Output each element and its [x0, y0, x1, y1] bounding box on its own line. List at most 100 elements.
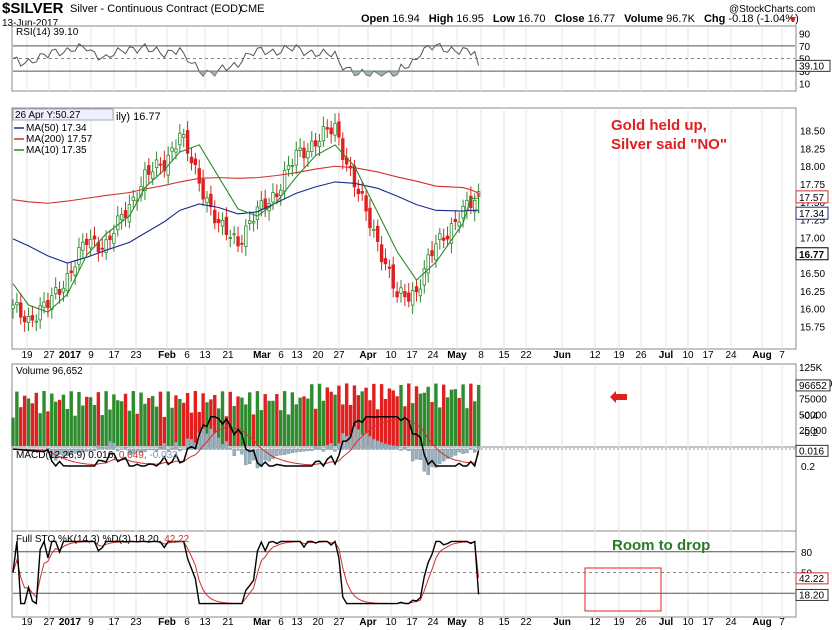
macd-hist-13: [61, 448, 66, 458]
macd-hist-99: [395, 446, 399, 450]
x-label-1-6: Feb: [158, 617, 176, 628]
high-label: High: [429, 13, 454, 25]
x-label-0-19: May: [447, 350, 467, 361]
candle-body-9: [46, 299, 50, 309]
volume-bar-42: [174, 395, 178, 446]
candle-body-24: [104, 239, 108, 253]
candle-body-48: [197, 168, 201, 184]
candle-body-93: [372, 228, 376, 231]
candle-body-5: [30, 315, 35, 321]
volume-tick-0: 125K: [799, 363, 823, 374]
x-label-1-18: 24: [427, 617, 439, 628]
volume-bar-120: [476, 384, 481, 446]
x-label-1-11: 6: [278, 617, 284, 628]
volume-bar-73: [294, 404, 298, 446]
candle-body-111: [441, 237, 446, 241]
volume-bar-94: [376, 409, 380, 446]
volume-bar-35: [147, 398, 151, 446]
candle-body-112: [445, 235, 450, 240]
volume-bar-61: [247, 392, 252, 446]
macd-hist-105: [418, 448, 423, 461]
candle-body-77: [310, 140, 314, 152]
candle-body-68: [275, 193, 279, 198]
x-label-1-25: 19: [613, 617, 625, 628]
candle-body-91: [364, 195, 368, 212]
candle-body-41: [170, 147, 174, 152]
candle-body-27: [116, 215, 120, 231]
macd-hist-120: [476, 445, 481, 450]
x-label-0-6: Feb: [158, 350, 176, 361]
macd-hist-119: [473, 448, 477, 453]
macd-label-signal: 0.049,: [119, 450, 147, 461]
candle-body-59: [240, 242, 244, 245]
rsi-line: [12, 42, 480, 77]
x-label-1-14: 27: [333, 617, 345, 628]
macd-hist-27: [116, 448, 120, 452]
hover-box: [12, 108, 114, 121]
macd-hist-83: [333, 448, 337, 452]
volume-tick-2: 75000: [799, 395, 827, 406]
volume-bar-80: [321, 400, 326, 446]
macd-hist-46: [189, 439, 194, 450]
sto-tick-80: 80: [801, 548, 813, 559]
price-tick-2: 18.00: [800, 162, 825, 173]
close-label: Close: [555, 13, 585, 25]
macd-hist-57: [232, 448, 236, 457]
candle-body-96: [383, 258, 388, 265]
macd-hist-56: [228, 448, 232, 450]
macd-hist-86: [344, 436, 349, 450]
annotation-line2: Silver said "NO": [611, 136, 727, 153]
volume-bar-72: [290, 392, 295, 446]
candle-body-47: [193, 158, 198, 166]
macd-hist-18: [81, 448, 85, 453]
volume-bar-85: [341, 404, 345, 446]
macd-tick-0: 0.2: [801, 462, 815, 473]
volume-bar-8: [42, 391, 46, 446]
volume-bar-4: [26, 398, 31, 446]
candle-body-52: [213, 209, 217, 224]
low-label: Low: [493, 13, 515, 25]
candle-body-99: [395, 291, 399, 298]
volume-bar-30: [127, 410, 132, 446]
macd-hist-16: [73, 448, 77, 454]
candle-body-102: [407, 292, 411, 302]
macd-hist-49: [201, 428, 205, 450]
candle-body-115: [457, 221, 461, 227]
macd-hist-51: [209, 428, 213, 450]
macd-hist-69: [279, 448, 283, 456]
volume-bar-60: [244, 404, 248, 446]
macd-hist-68: [275, 448, 279, 456]
volume-bar-84: [337, 385, 341, 446]
sto-label-main: Full STO %K(14,3) %D(3) 18.20,: [16, 534, 161, 545]
volume-bar-110: [438, 407, 442, 446]
macd-hist-28: [119, 448, 124, 450]
price-label: ily) 16.77: [116, 111, 161, 123]
candle-body-69: [279, 189, 283, 197]
sto-tag-box-1: [795, 588, 829, 601]
x-label-1-27: Jul: [659, 617, 674, 628]
macd-hist-108: [430, 448, 434, 467]
candle-body-62: [251, 221, 256, 224]
candle-body-90: [360, 190, 364, 194]
candle-body-7: [38, 305, 42, 321]
x-label-0-22: 22: [520, 350, 532, 361]
x-label-1-0: 19: [21, 617, 33, 628]
macd-hist-30: [127, 448, 132, 455]
x-label-1-8: 13: [199, 617, 211, 628]
x-label-0-32: 7: [779, 350, 785, 361]
macd-hist-95: [379, 442, 384, 450]
price-tick-5: 17.25: [800, 216, 825, 227]
x-label-0-10: Mar: [253, 350, 271, 361]
candle-body-84: [337, 121, 341, 138]
candle-body-26: [112, 233, 116, 244]
symbol: $SILVER: [2, 0, 64, 17]
x-label-0-2: 2017: [59, 350, 82, 361]
volume-bar-118: [469, 383, 473, 446]
x-label-0-16: 10: [385, 350, 397, 361]
sto-tag-0: 42.22: [799, 574, 824, 585]
rsi-value-tag: 39.10: [799, 61, 824, 72]
x-label-0-1: 27: [43, 350, 55, 361]
candle-body-25: [108, 235, 112, 240]
volume-tick-3: 50000: [799, 410, 827, 421]
